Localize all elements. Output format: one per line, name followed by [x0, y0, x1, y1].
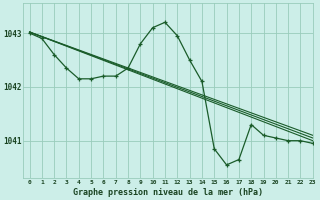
X-axis label: Graphe pression niveau de la mer (hPa): Graphe pression niveau de la mer (hPa)	[73, 188, 263, 197]
